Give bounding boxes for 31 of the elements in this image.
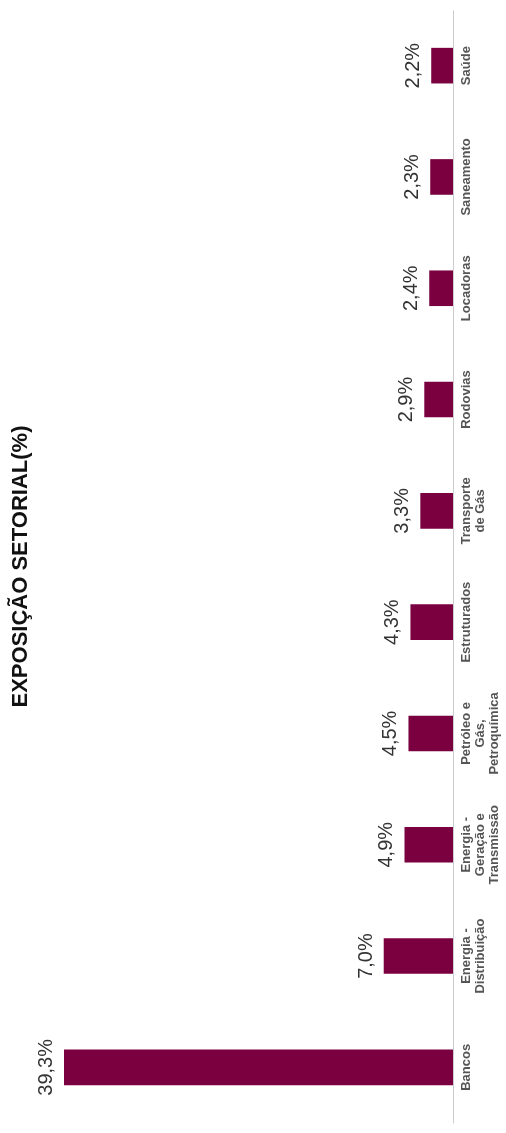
y-tick-label: Energia - Distribuição xyxy=(457,918,487,994)
y-tick-label: Saúde xyxy=(457,46,473,86)
y-tick-label: Bancos xyxy=(457,1043,473,1091)
data-label: 4,3% xyxy=(380,599,403,645)
bar xyxy=(431,47,453,84)
bar xyxy=(404,826,453,863)
y-tick-label: Saneamento xyxy=(457,138,473,216)
bar xyxy=(430,159,453,195)
bar xyxy=(408,715,453,752)
bar xyxy=(383,938,453,974)
data-label: 7,0% xyxy=(353,933,376,979)
y-tick-label: Estruturados xyxy=(457,581,473,663)
data-label: 2,9% xyxy=(394,376,417,423)
data-label: 2,4% xyxy=(399,265,422,312)
y-tick-label: Rodovias xyxy=(457,370,473,429)
bar xyxy=(64,1049,453,1086)
data-label: 4,5% xyxy=(378,710,401,757)
data-label: 2,2% xyxy=(401,42,424,89)
data-label: 2,3% xyxy=(400,153,423,200)
bar xyxy=(429,270,453,307)
data-label: 39,3% xyxy=(34,1038,56,1096)
y-tick-label: Petróleo e Gás, Petroquímica xyxy=(457,691,501,775)
bar xyxy=(410,604,453,640)
bar xyxy=(424,381,453,418)
y-tick-label: Transporte de Gás xyxy=(457,477,487,545)
data-label: 3,3% xyxy=(390,487,413,534)
y-tick-label: Energia - Geração e Transmissão xyxy=(457,804,501,885)
y-tick-label: Locadoras xyxy=(457,255,473,322)
bar xyxy=(420,493,453,529)
data-label: 4,9% xyxy=(374,821,397,868)
text: EXPOSIÇÃO SETORIAL(%) xyxy=(7,425,32,708)
